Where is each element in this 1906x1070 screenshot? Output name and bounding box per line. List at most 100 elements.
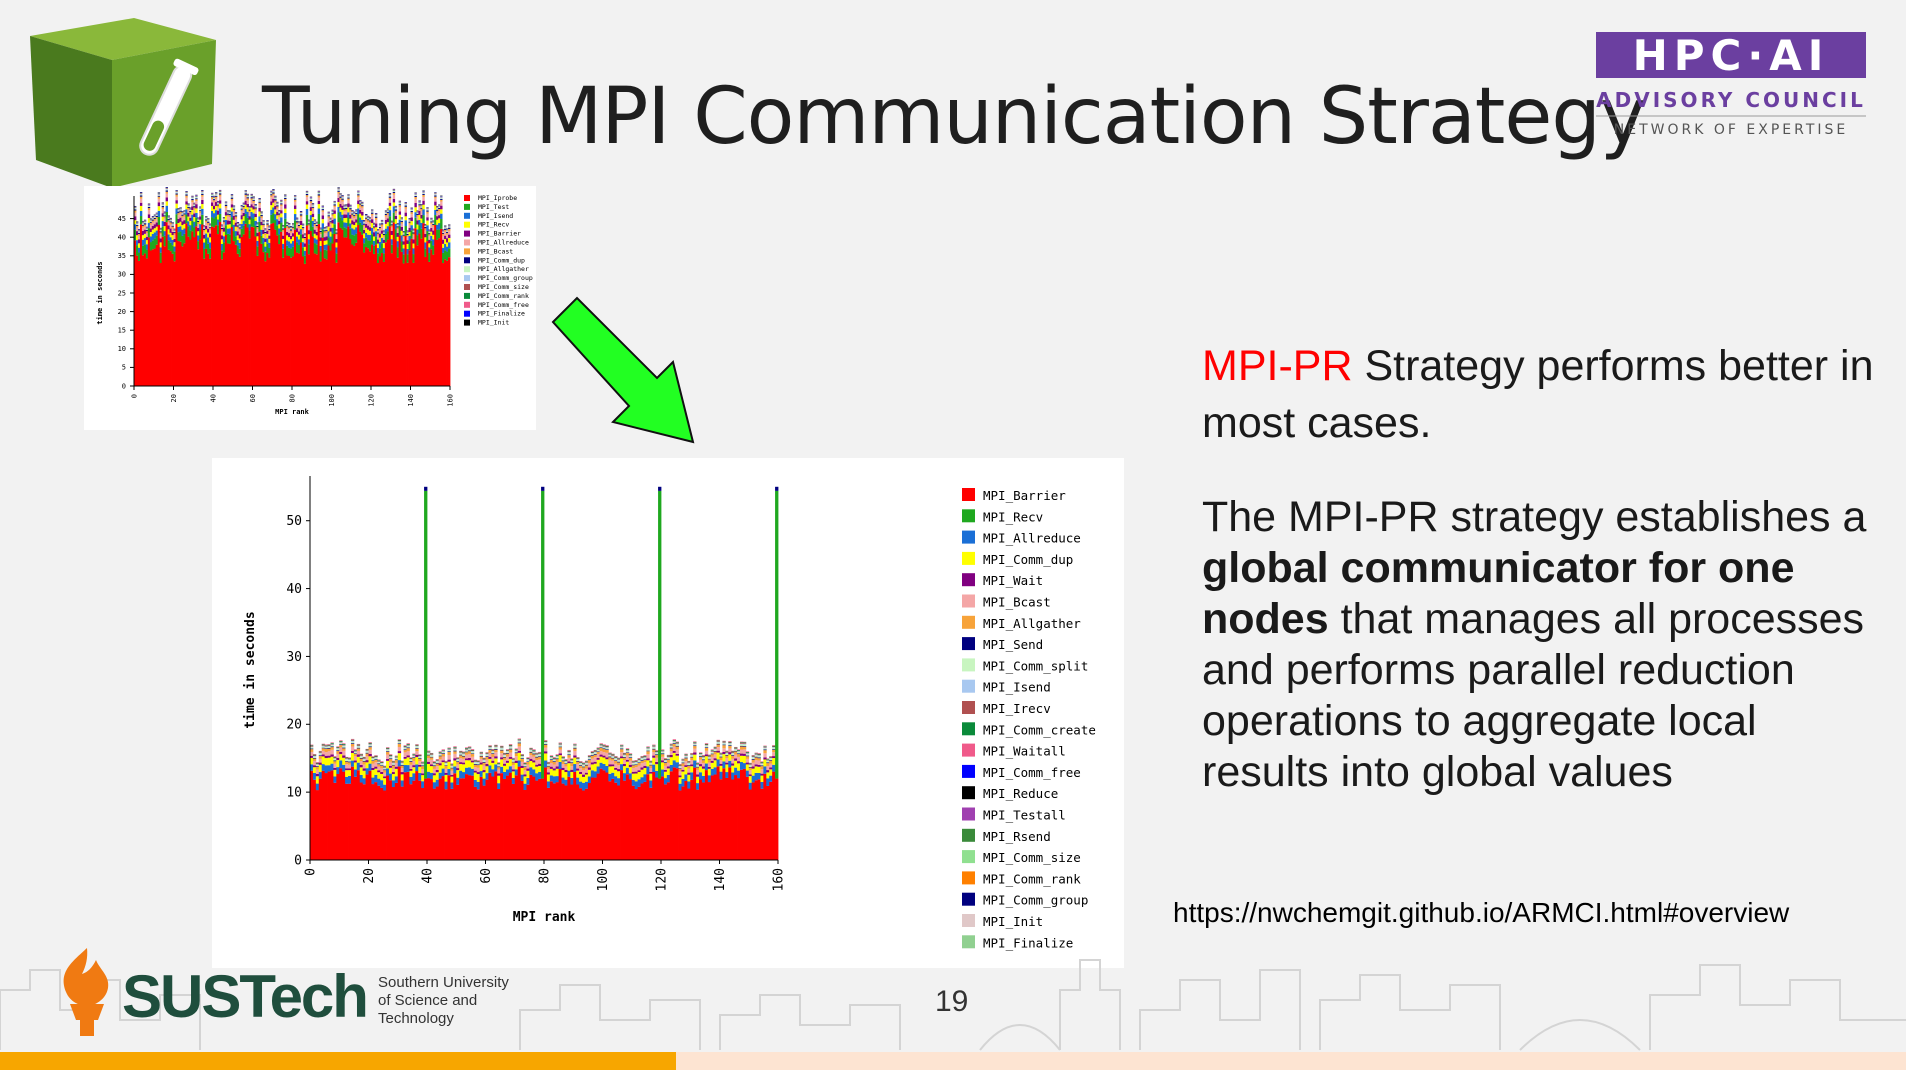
bar-segment [372, 224, 376, 226]
bar-segment [388, 195, 392, 197]
bar-segment [631, 760, 636, 762]
bar-segment [409, 759, 413, 762]
bar-segment [169, 251, 172, 386]
bar-segment [397, 753, 402, 761]
bar-segment [258, 201, 261, 203]
bar-segment [220, 227, 224, 228]
bar-segment [349, 223, 352, 229]
bar-segment [427, 755, 431, 758]
bar-segment [526, 759, 530, 760]
bar-segment [444, 259, 447, 386]
bar-segment [450, 768, 454, 771]
bar-segment [424, 486, 428, 491]
bar-segment [262, 226, 265, 230]
bar-segment [448, 257, 451, 386]
bar-segment [678, 764, 682, 766]
bar-segment [363, 238, 366, 244]
bar-segment [286, 235, 289, 241]
bar-segment [147, 214, 151, 219]
bar-segment [422, 209, 425, 216]
bar-segment [339, 741, 343, 743]
bar-segment [274, 200, 277, 203]
bar-segment [681, 762, 685, 764]
bar-segment [465, 758, 469, 761]
legend-label: MPI_Comm_group [983, 893, 1088, 908]
bar-segment [406, 755, 410, 758]
bar-segment [584, 768, 589, 773]
bar-segment [331, 223, 334, 228]
bar-segment [392, 222, 396, 386]
bar-segment [264, 233, 267, 235]
bar-segment [675, 753, 679, 756]
legend-label: MPI_Recv [983, 509, 1043, 524]
bar-segment [429, 755, 434, 757]
bar-segment [611, 755, 615, 757]
bar-segment [363, 223, 366, 225]
bar-segment [710, 751, 715, 753]
bar-segment [339, 744, 343, 746]
bar-segment [394, 212, 398, 216]
bar-segment [567, 749, 571, 751]
bar-segment [582, 782, 586, 791]
bar-segment [325, 229, 328, 231]
bar-segment [365, 218, 368, 221]
bar-segment [637, 758, 641, 759]
bar-segment [305, 204, 309, 209]
bar-segment [408, 221, 411, 223]
bar-segment [297, 225, 301, 228]
bar-segment [582, 767, 586, 770]
bar-segment [769, 757, 773, 758]
bar-segment [307, 221, 311, 223]
bar-segment [406, 233, 409, 234]
x-tick-label: 40 [209, 394, 217, 402]
bar-segment [345, 757, 349, 759]
bar-segment [666, 762, 671, 767]
bar-segment [769, 781, 773, 860]
bar-segment [356, 747, 361, 749]
bar-segment [467, 751, 472, 754]
bar-segment [681, 758, 685, 760]
bar-segment [400, 220, 404, 222]
bar-segment [561, 770, 565, 778]
bar-segment [371, 234, 374, 245]
bar-segment [301, 238, 305, 243]
bar-segment [652, 772, 656, 860]
bar-segment [293, 214, 297, 221]
bar-segment [722, 745, 726, 749]
bar-segment [228, 215, 232, 217]
bar-segment [576, 777, 580, 785]
bar-segment [232, 224, 236, 232]
bar-segment [201, 194, 204, 197]
bar-segment [321, 746, 326, 748]
bar-segment [605, 759, 609, 766]
bar-segment [661, 751, 665, 752]
bar-segment [430, 222, 433, 225]
source-link[interactable]: https://nwchemgit.github.io/ARMCI.html#o… [1173, 897, 1790, 928]
bar-segment [593, 757, 598, 762]
highlight-mpi-pr: MPI-PR [1202, 342, 1353, 390]
bar-segment [397, 741, 402, 744]
bar-segment [582, 763, 586, 764]
bar-segment [276, 225, 279, 236]
bar-segment [655, 755, 659, 758]
bar-segment [699, 779, 703, 860]
bar-segment [622, 757, 627, 761]
bar-segment [435, 759, 440, 761]
bar-segment [446, 230, 449, 232]
x-tick-label: 40 [420, 868, 435, 884]
bar-segment [280, 204, 283, 207]
bar-segment [318, 778, 323, 860]
bar-segment [494, 756, 498, 759]
bar-segment [400, 230, 404, 236]
bar-segment [134, 210, 137, 213]
bar-segment [462, 752, 466, 754]
bar-segment [432, 224, 435, 227]
bar-segment [278, 220, 281, 225]
bar-segment [427, 757, 431, 762]
bar-segment [757, 766, 761, 773]
y-axis-label: time in seconds [96, 261, 104, 324]
bar-segment [552, 768, 557, 771]
bar-segment [710, 754, 715, 757]
bar-segment [345, 210, 348, 215]
bar-segment [331, 216, 334, 220]
